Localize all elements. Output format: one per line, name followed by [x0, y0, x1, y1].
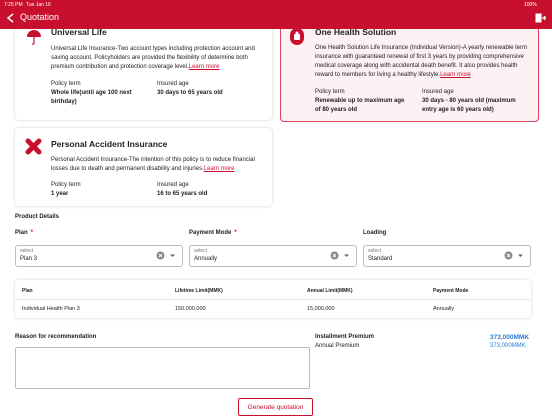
product-title: One Health Solution: [315, 27, 397, 37]
learn-more-link[interactable]: Learn more: [188, 64, 220, 70]
status-battery: 100%: [524, 2, 537, 8]
status-date: Tue Jan 16: [26, 2, 51, 8]
page-title: Quotation: [20, 12, 60, 22]
table-cell: Annually: [433, 306, 455, 312]
select-value: Standard: [368, 256, 393, 262]
insured-age-label: Insured age: [157, 182, 189, 188]
learn-more-link[interactable]: Learn more: [203, 166, 235, 172]
section-title: Product Details: [15, 214, 60, 220]
select-value: Annually: [194, 256, 218, 262]
table-header: Lifetime Limit(MMK): [175, 288, 223, 294]
product-title: Personal Accident Insurance: [51, 139, 168, 149]
select-box[interactable]: select Annually: [189, 245, 357, 267]
reason-textarea[interactable]: [15, 347, 310, 389]
policy-term-value: 1 year: [51, 191, 69, 197]
description-text: One Health Solution Life Insurance (Indi…: [315, 45, 528, 78]
label-text: Plan: [15, 230, 28, 236]
required-mark: *: [234, 230, 237, 236]
installment-value: 373,000MMK: [490, 334, 530, 341]
table-cell: 15,000,000: [307, 306, 335, 312]
product-description: Personal Accident Insurance-The intentio…: [51, 156, 266, 174]
annual-value: 373,000MMK: [490, 343, 526, 349]
table-header: Plan: [22, 288, 33, 294]
select-value: Plan 3: [20, 256, 38, 262]
label-text: Payment Mode: [189, 230, 232, 236]
policy-term-label: Policy term: [51, 81, 81, 87]
select-placeholder: select: [20, 248, 34, 254]
description-text: Personal Accident Insurance-The intentio…: [51, 157, 255, 172]
product-title: Universal Life: [51, 27, 107, 37]
policy-term-label: Policy term: [315, 89, 345, 95]
umbrella-icon: [27, 30, 41, 45]
select-icons[interactable]: [504, 251, 526, 260]
table-divider: [15, 299, 531, 300]
exit-icon[interactable]: [535, 13, 546, 23]
insured-age-label: Insured age: [422, 89, 454, 95]
app-bar: [0, 0, 552, 29]
required-mark: *: [30, 230, 34, 236]
product-description: Universal Life Insurance-Two account typ…: [51, 45, 266, 72]
cross-icon: [25, 138, 42, 155]
generate-button[interactable]: Generate quotation: [238, 398, 313, 416]
description-text: Universal Life Insurance-Two account typ…: [51, 46, 255, 70]
field-label: Loading: [363, 230, 387, 236]
field-label: Payment Mode *: [189, 230, 237, 236]
table-cell: Individual Health Plan 3: [22, 306, 80, 312]
product-description: One Health Solution Life Insurance (Indi…: [315, 44, 530, 80]
policy-term-value: Renewable up to maximum age of 80 years …: [315, 98, 405, 113]
installment-label: Installment Premium: [315, 334, 375, 340]
table-header: Annual Limit(MMK): [307, 288, 353, 294]
insured-age-value: 30 days - 80 years old (maximum entry ag…: [422, 98, 516, 113]
health-icon: [290, 28, 304, 45]
select-icons[interactable]: [156, 251, 178, 260]
policy-term-value: Whole life(until age 100 next birthday): [51, 90, 132, 105]
policy-term-label: Policy term: [51, 182, 81, 188]
select-icons[interactable]: [330, 251, 352, 260]
reason-label: Reason for recommendation: [15, 334, 97, 340]
annual-label: Annual Premium: [315, 343, 360, 349]
back-button[interactable]: [6, 13, 16, 23]
select-box[interactable]: select Plan 3: [15, 245, 183, 267]
table-header: Payment Mode: [433, 288, 469, 294]
insured-age-value: 30 days to 65 years old: [157, 90, 223, 96]
select-placeholder: select: [194, 248, 208, 254]
insured-age-label: Insured age: [157, 81, 189, 87]
field-label: Plan *: [15, 230, 33, 236]
insured-age-value: 16 to 65 years old: [157, 191, 208, 197]
learn-more-link[interactable]: Learn more: [440, 72, 471, 78]
table-cell: 150,000,000: [175, 306, 206, 312]
select-box[interactable]: select Standard: [363, 245, 531, 267]
status-time: 7:25 PM: [4, 2, 23, 8]
select-placeholder: select: [368, 248, 382, 254]
